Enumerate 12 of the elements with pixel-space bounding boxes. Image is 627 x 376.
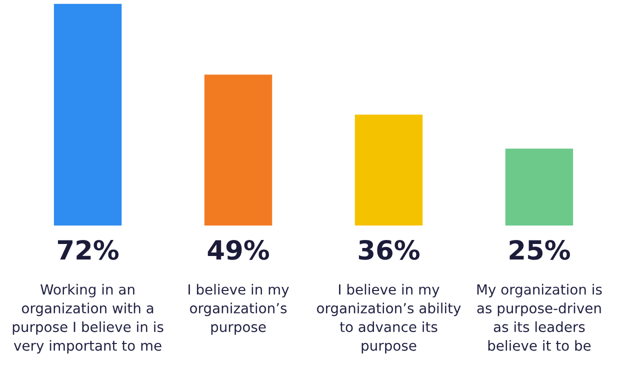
bar xyxy=(204,74,272,226)
data-label: 72% xyxy=(58,240,119,260)
bar xyxy=(54,4,122,226)
x-tick-label: I believe in my organization’s purpose xyxy=(188,284,289,335)
data-label: 36% xyxy=(358,240,420,260)
x-tick-label: Working in an organization with a purpose I believe in is very important to me xyxy=(12,284,164,354)
bar xyxy=(354,114,423,226)
x-tick-label: My organization is as purpose-driven as its leaders believe it to be xyxy=(477,284,602,351)
x-tick-label: I believe in my organization’s ability to advance its purpose xyxy=(317,284,461,354)
bar xyxy=(505,148,574,226)
data-label: 49% xyxy=(208,240,269,260)
data-label: 25% xyxy=(510,240,570,260)
